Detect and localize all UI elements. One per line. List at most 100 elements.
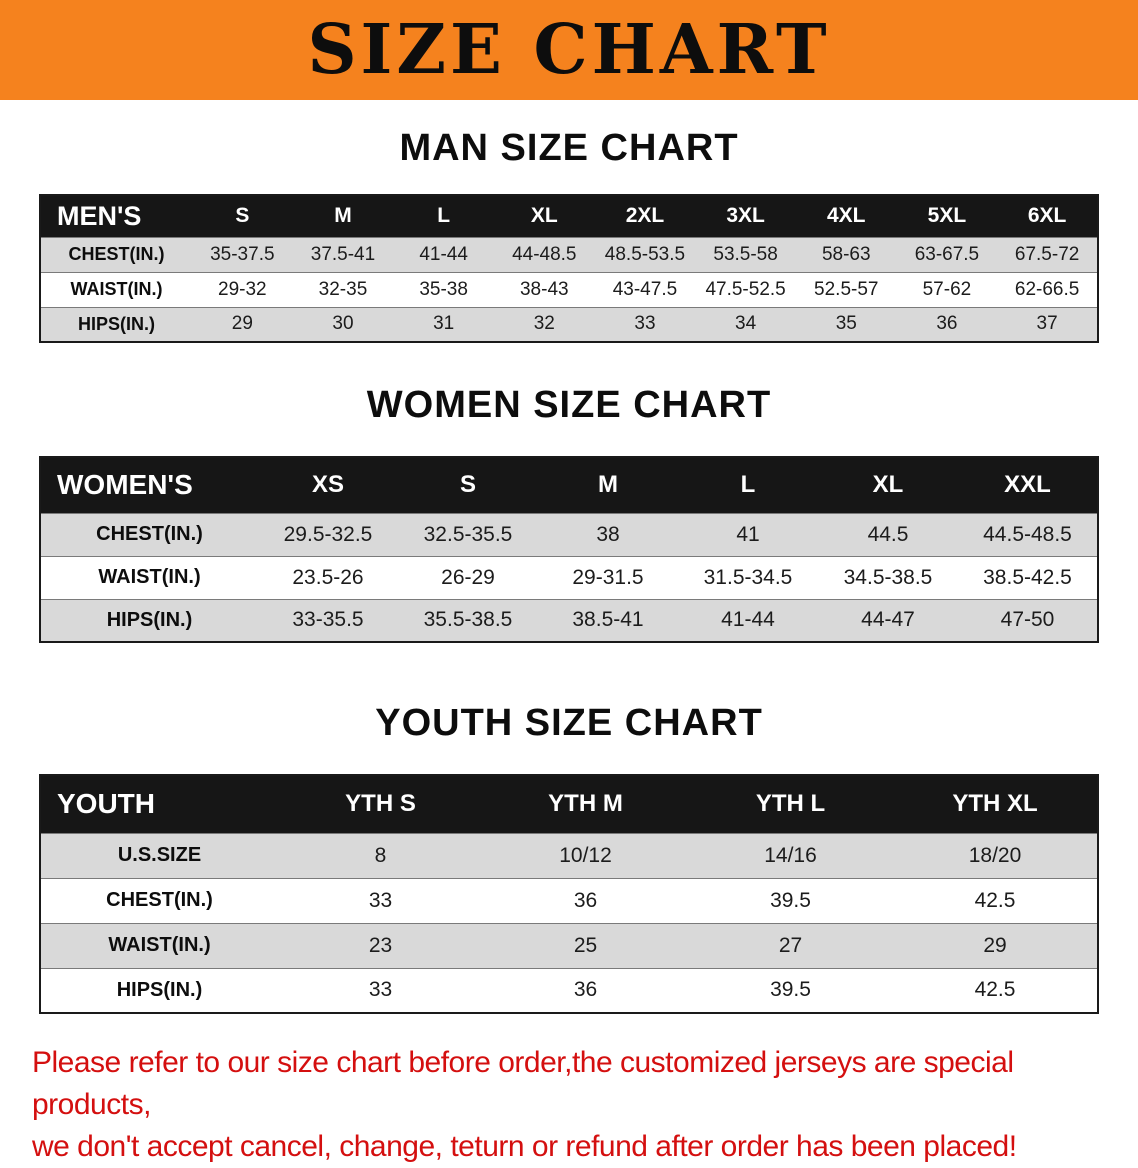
- table-row: CHEST(IN.) 29.5-32.5 32.5-35.5 38 41 44.5 44.5…: [40, 513, 1098, 556]
- measurement-label: CHEST(IN.): [96, 523, 203, 545]
- disclaimer-line-2: we don't accept cancel, change, teturn o…: [32, 1130, 1017, 1163]
- women-section-heading: WOMEN SIZE CHART: [366, 384, 772, 426]
- size-value: 57-62: [922, 278, 972, 300]
- disclaimer-line-1: Please refer to our size chart before or…: [32, 1046, 1014, 1121]
- measurement-label: WAIST(IN.): [98, 566, 201, 588]
- size-value: 8: [374, 843, 387, 867]
- measurement-label: WAIST(IN.): [108, 934, 211, 956]
- size-value: 34: [735, 313, 757, 335]
- size-value: 10/12: [559, 843, 612, 867]
- size-value: 67.5-72: [1014, 243, 1080, 265]
- size-column-header: M: [334, 204, 352, 228]
- table-row: CHEST(IN.) 35-37.5 37.5-41 41-44 44-48.5 48.5…: [40, 237, 1098, 272]
- size-value: 38: [596, 522, 620, 546]
- men-section-heading: MAN SIZE CHART: [399, 127, 739, 169]
- size-value: 41: [736, 522, 760, 546]
- size-column-header: 4XL: [827, 204, 866, 228]
- section-men: MAN SIZE CHART MEN'S S M L XL 2XL 3XL 4XL 5XL 6XL…: [0, 126, 1138, 343]
- size-value: 29-32: [218, 278, 267, 300]
- size-value: 43-47.5: [612, 278, 678, 300]
- disclaimer: Please refer to our size chart before or…: [30, 1042, 1108, 1168]
- section-youth: YOUTH SIZE CHART YOUTH YTH S YTH M YTH L YTH…: [0, 701, 1138, 1014]
- size-value: 41-44: [419, 243, 468, 265]
- size-value: 42.5: [974, 888, 1016, 912]
- size-value: 63-67.5: [914, 243, 980, 265]
- size-value: 36: [573, 978, 598, 1002]
- size-value: 32.5-35.5: [423, 522, 513, 546]
- size-column-header: YTH XL: [952, 790, 1038, 818]
- size-value: 35.5-38.5: [423, 608, 513, 632]
- section-women: WOMEN SIZE CHART WOMEN'S XS S M L XL XXL CHEST(…: [0, 383, 1138, 643]
- men-table-title: MEN'S: [57, 200, 142, 231]
- size-column-header: 6XL: [1027, 204, 1067, 228]
- measurement-label: U.S.SIZE: [117, 844, 202, 866]
- size-column-header: XL: [530, 204, 558, 228]
- size-value: 18/20: [968, 843, 1022, 867]
- size-value: 47.5-52.5: [705, 278, 786, 300]
- size-column-header: YTH S: [345, 790, 416, 818]
- size-column-header: S: [235, 204, 250, 228]
- size-column-header: L: [437, 204, 451, 228]
- size-value: 62-66.5: [1014, 278, 1080, 300]
- size-value: 42.5: [974, 978, 1016, 1002]
- size-value: 39.5: [770, 888, 811, 912]
- size-value: 29.5-32.5: [283, 522, 373, 546]
- measurement-label: HIPS(IN.): [106, 608, 193, 631]
- table-row: HIPS(IN.) 29 30 31 32 33 34 35 36 37: [40, 307, 1098, 342]
- table-row: WAIST(IN.) 29-32 32-35 35-38 38-43 43-47.5 47.…: [40, 272, 1098, 307]
- size-column-header: 2XL: [625, 204, 665, 228]
- size-value: 29-31.5: [572, 565, 644, 589]
- banner: SIZE CHART: [0, 0, 1138, 100]
- size-column-header: YTH L: [755, 790, 826, 818]
- size-value: 58-63: [821, 243, 871, 265]
- size-value: 32: [533, 313, 555, 335]
- size-value: 36: [936, 313, 958, 335]
- size-value: 37.5-41: [310, 243, 376, 265]
- men-size-table: MEN'S S M L XL 2XL 3XL 4XL 5XL 6XL CHEST(IN.) 35-37…: [39, 194, 1099, 343]
- women-size-table: WOMEN'S XS S M L XL XXL CHEST(IN.) 29.5-32.5 32.5…: [39, 456, 1099, 643]
- size-value: 33-35.5: [292, 608, 364, 632]
- size-value: 44-48.5: [512, 243, 577, 265]
- size-value: 25: [573, 933, 598, 957]
- size-value: 27: [778, 933, 803, 957]
- size-value: 35: [835, 313, 857, 335]
- table-row: WAIST(IN.) 23.5-26 26-29 29-31.5 31.5-34.5 34…: [40, 556, 1098, 599]
- size-value: 53.5-58: [713, 243, 778, 265]
- size-value: 33: [368, 978, 393, 1002]
- size-value: 41-44: [721, 608, 775, 632]
- measurement-label: WAIST(IN.): [70, 279, 163, 299]
- size-column-header: 5XL: [927, 204, 967, 228]
- youth-section-heading: YOUTH SIZE CHART: [375, 702, 763, 744]
- table-row: WAIST(IN.) 23 25 27 29: [40, 923, 1098, 968]
- women-table-header-row: WOMEN'S XS S M L XL XXL: [40, 457, 1098, 513]
- size-value: 35-37.5: [210, 243, 275, 265]
- size-value: 31: [433, 313, 455, 335]
- page-title: SIZE CHART: [307, 10, 831, 90]
- size-column-header: XS: [311, 471, 344, 499]
- size-column-header: XXL: [1004, 471, 1051, 499]
- men-table-header-row: MEN'S S M L XL 2XL 3XL 4XL 5XL 6XL: [40, 195, 1098, 237]
- size-value: 33: [634, 313, 656, 335]
- measurement-label: HIPS(IN.): [77, 313, 155, 334]
- table-row: HIPS(IN.) 33-35.5 35.5-38.5 38.5-41 41-44 44-…: [40, 599, 1098, 642]
- youth-size-table: YOUTH YTH S YTH M YTH L YTH XL U.S.SIZE 8 10/12…: [39, 774, 1099, 1014]
- table-row: HIPS(IN.) 33 36 39.5 42.5: [40, 968, 1098, 1013]
- size-value: 38.5-41: [572, 608, 644, 632]
- size-value: 30: [332, 313, 354, 335]
- size-column-header: 3XL: [726, 204, 765, 228]
- size-value: 29: [983, 933, 1007, 957]
- size-value: 44.5-48.5: [983, 522, 1072, 546]
- size-value: 38.5-42.5: [983, 565, 1072, 589]
- size-value: 29: [231, 313, 253, 335]
- size-column-header: S: [459, 471, 476, 499]
- table-row: CHEST(IN.) 33 36 39.5 42.5: [40, 878, 1098, 923]
- measurement-label: HIPS(IN.): [116, 978, 203, 1001]
- size-value: 34.5-38.5: [843, 565, 933, 589]
- size-value: 39.5: [770, 978, 811, 1002]
- measurement-label: CHEST(IN.): [68, 244, 165, 264]
- youth-table-header-row: YOUTH YTH S YTH M YTH L YTH XL: [40, 775, 1098, 833]
- size-column-header: YTH M: [548, 790, 623, 818]
- size-value: 32-35: [318, 278, 368, 300]
- size-value: 31.5-34.5: [703, 565, 793, 589]
- size-value: 37: [1036, 313, 1058, 335]
